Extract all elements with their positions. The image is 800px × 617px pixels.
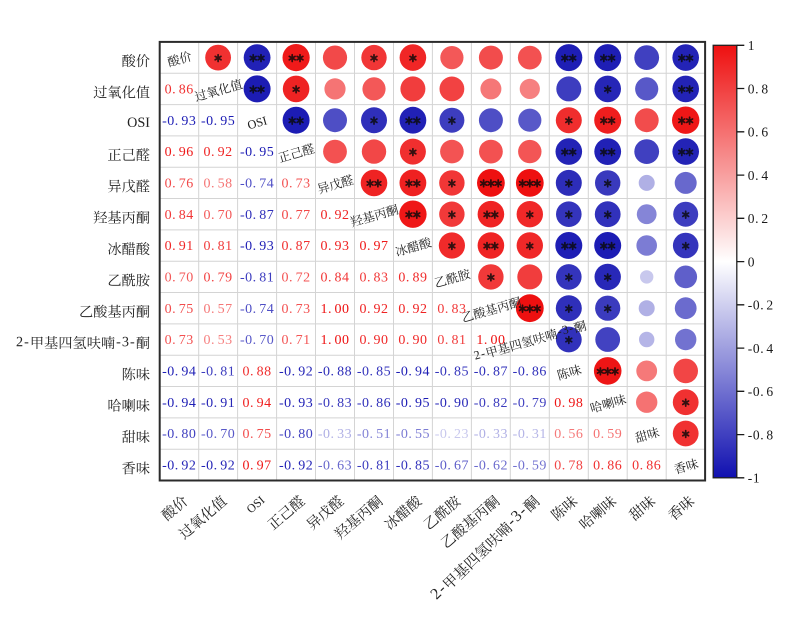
svg-text:0.88: 0. 88 (243, 365, 272, 380)
svg-text:1.00: 1. 00 (320, 302, 349, 317)
svg-text:-0.6: -0. 6 (748, 384, 774, 399)
svg-text:-0.59: -0. 59 (513, 459, 547, 474)
svg-text:0.79: 0. 79 (204, 271, 233, 286)
svg-text:-0.2: -0. 2 (748, 298, 774, 313)
svg-text:0.89: 0. 89 (398, 271, 427, 286)
svg-text:0.90: 0. 90 (359, 333, 388, 348)
svg-text:0.83: 0. 83 (437, 302, 466, 317)
svg-text:0.75: 0. 75 (243, 427, 272, 442)
svg-text:0.92: 0. 92 (204, 145, 233, 160)
svg-text:0.92: 0. 92 (359, 302, 388, 317)
svg-text:0.4: 0. 4 (748, 168, 769, 183)
svg-text:0.84: 0. 84 (320, 271, 349, 286)
svg-text:0.90: 0. 90 (398, 333, 427, 348)
svg-text:0.58: 0. 58 (204, 177, 233, 192)
svg-text:1.00: 1. 00 (476, 333, 505, 348)
svg-text:0.6: 0. 6 (748, 125, 769, 140)
svg-text:1.00: 1. 00 (320, 333, 349, 348)
svg-text:0.73: 0. 73 (282, 302, 311, 317)
svg-text:0.97: 0. 97 (359, 239, 388, 254)
svg-text:0.92: 0. 92 (320, 208, 349, 223)
svg-text:0.56: 0. 56 (554, 427, 583, 442)
svg-text:0.81: 0. 81 (437, 333, 466, 348)
svg-text:0.71: 0. 71 (282, 333, 311, 348)
svg-text:-0.4: -0. 4 (748, 341, 774, 356)
svg-text:0.98: 0. 98 (554, 396, 583, 411)
svg-text:0.81: 0. 81 (204, 239, 233, 254)
svg-text:0.86: 0. 86 (593, 459, 622, 474)
svg-text:0.57: 0. 57 (204, 302, 233, 317)
svg-text:0.94: 0. 94 (243, 396, 272, 411)
svg-text:0.8: 0. 8 (748, 81, 769, 96)
svg-text:-1: -1 (748, 471, 760, 486)
svg-text:0.86: 0. 86 (165, 83, 194, 98)
svg-text:0.2: 0. 2 (748, 211, 769, 226)
svg-text:0.72: 0. 72 (282, 271, 311, 286)
svg-text:0.86: 0. 86 (632, 459, 661, 474)
svg-text:1: 1 (748, 38, 755, 53)
svg-text:-0.8: -0. 8 (748, 427, 774, 442)
svg-text:0.84: 0. 84 (165, 208, 194, 223)
svg-text:0.70: 0. 70 (204, 208, 233, 223)
svg-text:0.96: 0. 96 (165, 145, 194, 160)
svg-text:0.75: 0. 75 (165, 302, 194, 317)
svg-text:0.59: 0. 59 (593, 427, 622, 442)
svg-text:0.91: 0. 91 (165, 239, 194, 254)
svg-text:0.76: 0. 76 (165, 177, 194, 192)
svg-text:0.78: 0. 78 (554, 459, 583, 474)
svg-text:0.93: 0. 93 (320, 239, 349, 254)
svg-text:0.97: 0. 97 (243, 459, 272, 474)
svg-text:0.73: 0. 73 (165, 333, 194, 348)
svg-text:0: 0 (748, 254, 755, 269)
svg-text:0.53: 0. 53 (204, 333, 233, 348)
svg-text:0.73: 0. 73 (282, 177, 311, 192)
svg-text:0.92: 0. 92 (398, 302, 427, 317)
svg-text:0.87: 0. 87 (282, 239, 311, 254)
svg-text:0.77: 0. 77 (282, 208, 311, 223)
svg-text:0.83: 0. 83 (359, 271, 388, 286)
svg-text:-0.85: -0. 85 (357, 365, 391, 380)
svg-text:0.70: 0. 70 (165, 271, 194, 286)
